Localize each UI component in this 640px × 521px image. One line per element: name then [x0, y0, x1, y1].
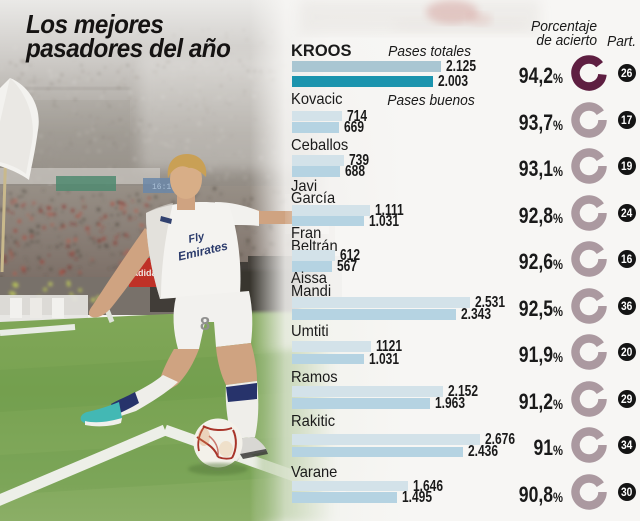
- svg-text:adidas: adidas: [133, 268, 162, 278]
- svg-text:8: 8: [200, 314, 210, 334]
- svg-text:Fly: Fly: [187, 230, 206, 245]
- svg-text:16:19: 16:19: [152, 183, 176, 192]
